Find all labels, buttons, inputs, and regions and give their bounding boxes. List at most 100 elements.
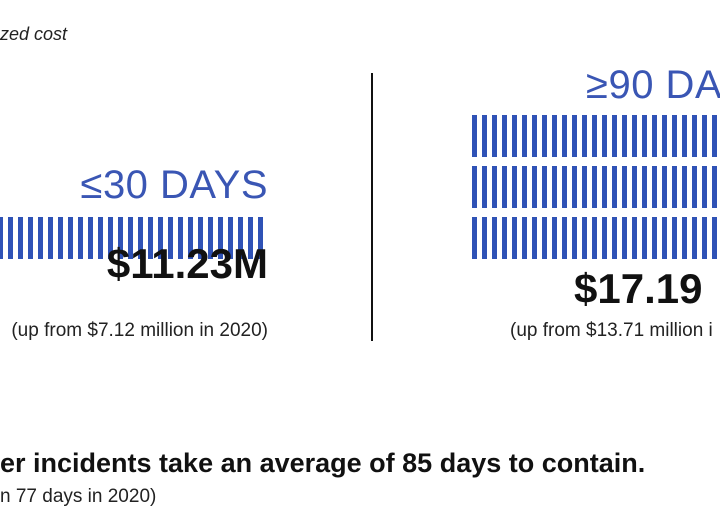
bar-stripe-30-days	[118, 217, 123, 259]
bar-stripe-90-days	[502, 217, 507, 259]
cost-value-30-days: $11.23M	[106, 240, 268, 287]
bar-stripe-30-days	[48, 217, 53, 259]
bar-stripe-90-days	[542, 115, 547, 157]
bar-stripe-90-days	[682, 217, 687, 259]
bar-stripe-90-days	[522, 115, 527, 157]
bar-stripe-30-days	[18, 217, 23, 259]
bar-stripe-90-days	[662, 166, 667, 208]
bar-stripe-90-days	[692, 166, 697, 208]
bar-stripe-90-days	[662, 217, 667, 259]
bar-stripe-90-days	[632, 115, 637, 157]
bar-stripe-90-days	[532, 115, 537, 157]
bar-stripe-30-days	[158, 217, 163, 259]
bar-stripe-90-days	[572, 115, 577, 157]
bar-stripe-30-days	[78, 217, 83, 259]
bar-stripe-30-days	[238, 217, 243, 259]
previous-cost-note-30-days: (up from $7.12 million in 2020)	[11, 320, 268, 341]
bar-stripe-30-days	[168, 217, 173, 259]
bar-stripe-90-days	[472, 166, 477, 208]
bar-stripe-90-days	[692, 217, 697, 259]
bar-stripe-90-days	[672, 115, 677, 157]
bar-stripe-90-days	[482, 217, 487, 259]
bar-stripe-30-days	[178, 217, 183, 259]
bar-stripe-90-days	[702, 217, 707, 259]
bar-stripe-90-days	[502, 166, 507, 208]
bar-stripe-90-days	[552, 166, 557, 208]
bar-stripe-90-days	[672, 217, 677, 259]
bar-stripe-90-days	[482, 115, 487, 157]
bar-stripe-90-days	[702, 115, 707, 157]
bar-stripe-90-days	[692, 115, 697, 157]
bar-stripe-90-days	[492, 115, 497, 157]
bar-stripe-30-days	[188, 217, 193, 259]
bar-stripe-90-days	[492, 166, 497, 208]
bar-stripe-90-days	[512, 166, 517, 208]
vertical-divider	[371, 73, 373, 341]
bar-stripe-30-days	[0, 217, 3, 259]
bar-stripe-90-days	[582, 217, 587, 259]
bar-stripe-90-days	[622, 115, 627, 157]
cost-value-90-days: $17.19	[574, 265, 703, 312]
bar-stripe-90-days	[582, 166, 587, 208]
bar-stripe-90-days	[582, 115, 587, 157]
bar-stripe-30-days	[28, 217, 33, 259]
bar-stripe-90-days	[632, 217, 637, 259]
bar-stripe-30-days	[68, 217, 73, 259]
bar-stripe-90-days	[592, 115, 597, 157]
bar-stripe-90-days	[522, 217, 527, 259]
bar-stripe-90-days	[572, 166, 577, 208]
bar-stripe-90-days	[642, 166, 647, 208]
bar-stripe-90-days	[622, 166, 627, 208]
bar-stripe-90-days	[472, 217, 477, 259]
label-90-days: ≥90 DA	[586, 63, 720, 107]
bar-stripe-90-days	[512, 217, 517, 259]
bar-stripe-90-days	[592, 217, 597, 259]
bar-stripe-90-days	[562, 115, 567, 157]
bar-stripe-90-days	[482, 166, 487, 208]
bar-stripe-90-days	[522, 166, 527, 208]
bar-stripe-90-days	[472, 115, 477, 157]
bar-stripe-30-days	[228, 217, 233, 259]
bar-stripe-30-days	[38, 217, 43, 259]
bar-stripe-90-days	[532, 217, 537, 259]
bar-stripe-90-days	[632, 166, 637, 208]
bar-stripe-90-days	[502, 115, 507, 157]
bar-stripe-90-days	[712, 217, 717, 259]
bar-stripe-30-days	[128, 217, 133, 259]
bar-stripe-90-days	[712, 115, 717, 157]
bar-stripe-90-days	[602, 115, 607, 157]
bar-stripe-90-days	[492, 217, 497, 259]
bar-stripe-90-days	[562, 166, 567, 208]
bar-stripe-90-days	[642, 217, 647, 259]
bar-stripe-90-days	[682, 166, 687, 208]
bar-stripe-30-days	[218, 217, 223, 259]
bar-stripe-90-days	[702, 166, 707, 208]
headline-note: n 77 days in 2020)	[0, 486, 157, 507]
bar-stripe-90-days	[612, 115, 617, 157]
bar-stripe-90-days	[542, 166, 547, 208]
bar-stripe-90-days	[612, 166, 617, 208]
bar-stripe-30-days	[198, 217, 203, 259]
bar-stripe-30-days	[108, 217, 113, 259]
bar-stripe-90-days	[602, 217, 607, 259]
bar-stripe-90-days	[712, 166, 717, 208]
bar-stripe-30-days	[98, 217, 103, 259]
bar-stripe-90-days	[662, 115, 667, 157]
bar-stripe-90-days	[512, 115, 517, 157]
bar-stripe-90-days	[642, 115, 647, 157]
bar-stripe-90-days	[562, 217, 567, 259]
bar-stripe-90-days	[602, 166, 607, 208]
bar-stripe-90-days	[542, 217, 547, 259]
chart-subtitle: zed cost	[0, 24, 68, 44]
bar-stripe-30-days	[148, 217, 153, 259]
bar-stripe-30-days	[258, 217, 263, 259]
bar-stripe-30-days	[208, 217, 213, 259]
bar-stripe-90-days	[612, 217, 617, 259]
bar-stripe-90-days	[672, 166, 677, 208]
previous-cost-note-90-days: (up from $13.71 million i	[510, 320, 713, 341]
bar-stripe-30-days	[248, 217, 253, 259]
bar-stripe-90-days	[682, 115, 687, 157]
bar-stripe-90-days	[532, 166, 537, 208]
bar-stripe-90-days	[652, 115, 657, 157]
